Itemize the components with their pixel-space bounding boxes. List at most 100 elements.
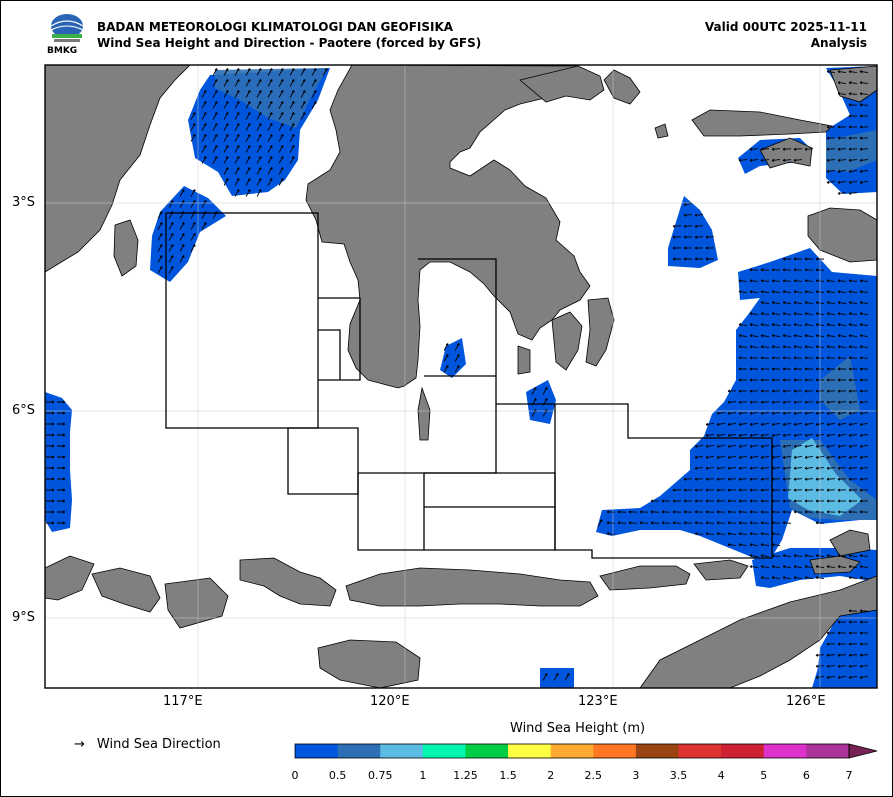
logo-text: BMKG <box>47 46 78 56</box>
wind-arrow <box>278 145 284 153</box>
wind-arrow <box>848 444 858 448</box>
agency-title: BADAN METEOROLOGI KLIMATOLOGI DAN GEOFIS… <box>97 20 454 34</box>
wind-arrow <box>267 101 273 109</box>
lat-tick-3s: 3°S <box>12 195 36 210</box>
wind-arrow <box>859 125 869 129</box>
wind-arrow <box>848 653 858 657</box>
wind-arrow <box>727 521 737 525</box>
wind-arrow <box>443 365 449 373</box>
wind-arrow <box>617 521 627 525</box>
wind-arrow <box>639 510 649 514</box>
wind-arrow <box>705 466 715 470</box>
wind-arrow <box>826 334 836 338</box>
wind-arrow <box>826 565 836 569</box>
wind-arrow <box>738 356 748 360</box>
wind-arrow <box>848 466 858 470</box>
wind-arrow <box>837 147 847 151</box>
wind-arrow <box>760 367 770 371</box>
wind-arrow <box>157 211 163 219</box>
wind-arrow <box>848 488 858 492</box>
wind-arrow <box>542 387 548 395</box>
wind-arrow <box>848 323 858 327</box>
wind-arrow <box>443 343 449 351</box>
wind-arrow <box>267 79 273 87</box>
wind-arrow <box>760 279 770 283</box>
wind-arrow <box>694 224 704 228</box>
wind-arrow <box>223 79 229 87</box>
wind-arrow <box>859 290 869 294</box>
land-seram-north <box>691 109 833 137</box>
wind-arrow <box>46 499 55 503</box>
wind-arrow <box>738 378 748 382</box>
land-flores <box>345 567 599 607</box>
wind-arrow <box>705 488 715 492</box>
wind-arrow <box>289 123 295 131</box>
wind-arrow <box>859 664 869 668</box>
wind-arrow <box>793 510 803 514</box>
wind-arrow <box>716 499 726 503</box>
wind-arrow <box>168 244 174 252</box>
wind-arrow <box>848 301 858 305</box>
wind-arrow <box>245 90 251 98</box>
wind-arrow <box>749 488 759 492</box>
wind-arrow <box>256 101 262 109</box>
wind-arrow <box>190 244 196 252</box>
wind-arrow <box>190 222 196 230</box>
wind-arrow <box>826 455 836 459</box>
wind-arrow <box>278 112 284 120</box>
land-sulawesi-north-arm <box>519 65 605 103</box>
wind-arrow <box>804 147 814 151</box>
wind-arrow <box>771 301 781 305</box>
wind-arrow <box>749 499 759 503</box>
wind-arrow <box>782 301 792 305</box>
wind-arrow <box>793 334 803 338</box>
wind-arrow <box>694 257 704 261</box>
wind-arrow <box>760 521 770 525</box>
wind-arrow <box>771 268 781 272</box>
wind-arrow <box>837 664 847 668</box>
wind-arrow <box>738 521 748 525</box>
wind-arrow <box>859 642 869 646</box>
wind-arrow <box>223 68 229 76</box>
wind-arrow <box>859 158 869 162</box>
wind-arrow <box>837 92 847 96</box>
wind-arrow <box>738 323 748 327</box>
wind-arrow <box>760 510 770 514</box>
wind-arrow <box>760 444 770 448</box>
wind-arrow <box>859 312 869 316</box>
wind-arrow <box>804 367 814 371</box>
wind-arrow <box>837 356 847 360</box>
wind-arrow <box>683 477 693 481</box>
wind-arrow <box>705 477 715 481</box>
lon-tick-126: 126°E <box>786 694 826 709</box>
wind-arrow <box>256 167 262 175</box>
land-borneo <box>44 64 191 273</box>
wind-arrow <box>804 389 814 393</box>
wind-arrow <box>749 367 759 371</box>
wind-arrow <box>793 323 803 327</box>
wind-arrow <box>553 673 559 681</box>
wind-arrow <box>760 466 770 470</box>
wind-arrow <box>234 189 240 197</box>
wind-arrow <box>859 92 869 96</box>
wind-arrow <box>804 422 814 426</box>
wind-arrow <box>771 323 781 327</box>
wind-arrow <box>837 466 847 470</box>
wind-arrow <box>57 477 66 481</box>
wind-arrow <box>256 156 262 164</box>
wind-arrow <box>771 279 781 283</box>
wind-arrow <box>782 147 792 151</box>
wind-arrow <box>749 378 759 382</box>
wind-arrow <box>760 301 770 305</box>
wind-arrow <box>716 488 726 492</box>
wind-arrow <box>760 499 770 503</box>
wind-arrow <box>311 79 317 87</box>
wind-arrow <box>804 345 814 349</box>
lon-tick-123: 123°E <box>578 694 618 709</box>
wind-arrow <box>454 354 460 362</box>
wind-arrow <box>826 554 836 558</box>
wind-arrow <box>859 433 869 437</box>
wind-arrow <box>201 145 207 153</box>
wind-arrow <box>760 345 770 349</box>
wind-arrow <box>57 444 66 448</box>
